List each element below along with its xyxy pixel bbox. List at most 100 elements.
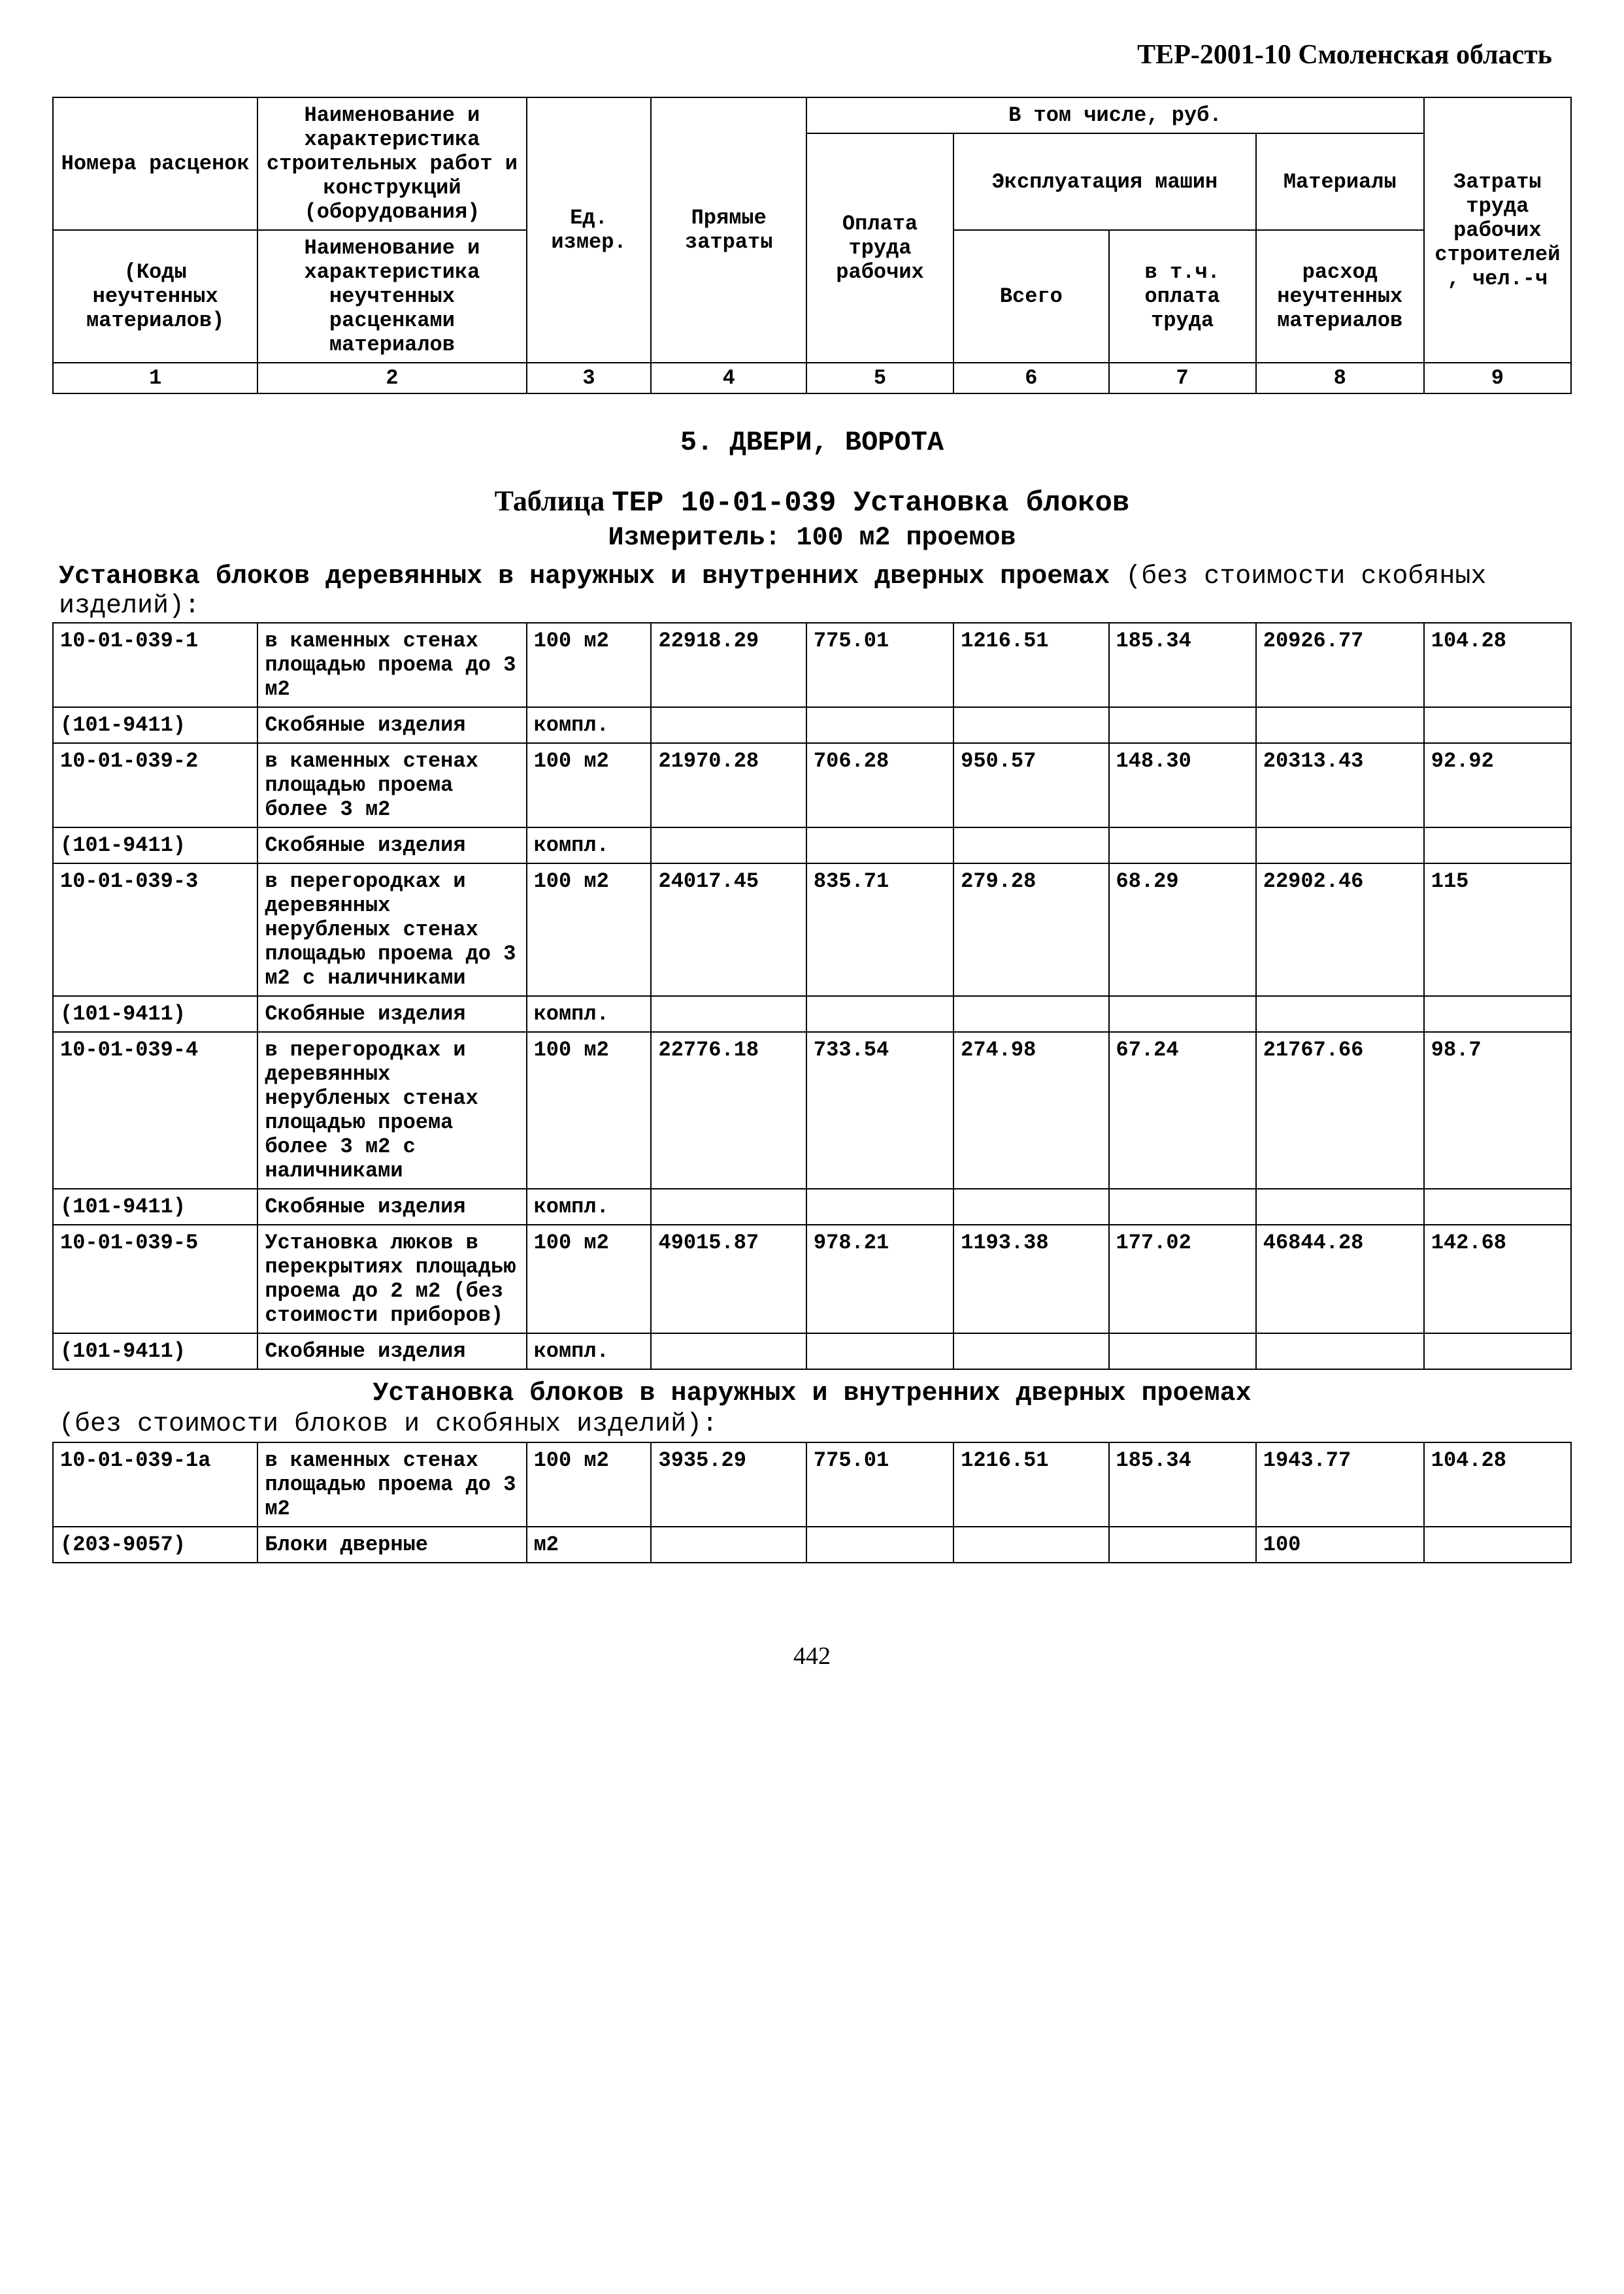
table-cell (806, 1333, 953, 1369)
table-cell: 21970.28 (651, 743, 806, 827)
preamble-1-bold: Установка блоков деревянных в наружных и… (59, 562, 1110, 591)
table-cell (953, 827, 1108, 863)
table-cell: Установка люков в перекрытиях площадью п… (257, 1225, 526, 1333)
table-cell: 100 м2 (527, 1225, 652, 1333)
table-cell: в перегородках и деревянных нерубленых с… (257, 1032, 526, 1189)
table-cell (953, 996, 1108, 1032)
table-cell: 100 м2 (527, 863, 652, 996)
table-cell: 98.7 (1424, 1032, 1571, 1189)
table-cell (953, 707, 1108, 743)
table-row: (101-9411)Скобяные изделиякомпл. (53, 707, 1571, 743)
table-cell: Скобяные изделия (257, 707, 526, 743)
table-cell (806, 1189, 953, 1225)
table-row: 10-01-039-4в перегородках и деревянных н… (53, 1032, 1571, 1189)
hdr-codes-desc: Наименование и характеристика неучтенных… (257, 230, 526, 363)
section-title: 5. ДВЕРИ, ВОРОТА (52, 427, 1572, 458)
table-cell: 100 м2 (527, 1032, 652, 1189)
table-cell: 100 м2 (527, 743, 652, 827)
table-cell: Скобяные изделия (257, 1189, 526, 1225)
table-row: 10-01-039-5Установка люков в перекрытиях… (53, 1225, 1571, 1333)
table-cell (806, 996, 953, 1032)
table-row: (101-9411)Скобяные изделиякомпл. (53, 1189, 1571, 1225)
table-cell: Блоки дверные (257, 1527, 526, 1563)
table-cell: 104.28 (1424, 1442, 1571, 1527)
table-cell: (203-9057) (53, 1527, 257, 1563)
table-row: (101-9411)Скобяные изделиякомпл. (53, 827, 1571, 863)
table-title-prefix: Таблица (495, 485, 605, 517)
table-row: 10-01-039-1ав каменных стенах площадью п… (53, 1442, 1571, 1527)
table-cell: 100 м2 (527, 623, 652, 707)
table-title-code: ТЕР 10-01-039 Установка блоков (612, 487, 1129, 520)
table-cell: 775.01 (806, 1442, 953, 1527)
table-cell: 950.57 (953, 743, 1108, 827)
table-cell (1109, 827, 1256, 863)
page-header: ТЕР-2001-10 Смоленская область (52, 39, 1572, 71)
col-num: 8 (1256, 363, 1424, 393)
table-cell (1109, 996, 1256, 1032)
table-cell: компл. (527, 1189, 652, 1225)
col-num: 5 (806, 363, 953, 393)
col-num: 7 (1109, 363, 1256, 393)
table-cell (953, 1189, 1108, 1225)
table-cell (806, 1527, 953, 1563)
table-cell: (101-9411) (53, 827, 257, 863)
table-cell: Скобяные изделия (257, 996, 526, 1032)
table-cell: м2 (527, 1527, 652, 1563)
table-cell: в каменных стенах площадью проема до 3 м… (257, 623, 526, 707)
measure-line: Измеритель: 100 м2 проемов (52, 524, 1572, 553)
table-cell (953, 1527, 1108, 1563)
hdr-col9: Затраты труда рабочих строителей, чел.-ч (1424, 97, 1571, 363)
preamble-2-rest: (без стоимости блоков и скобяных изделий… (59, 1410, 1565, 1439)
column-header-table: Номера расценок Наименование и характери… (52, 97, 1572, 394)
table-cell: 67.24 (1109, 1032, 1256, 1189)
table-cell (651, 1189, 806, 1225)
col-num: 1 (53, 363, 257, 393)
table-cell (651, 1333, 806, 1369)
table-row: 10-01-039-3в перегородках и деревянных н… (53, 863, 1571, 996)
table-cell (651, 827, 806, 863)
table-cell: 733.54 (806, 1032, 953, 1189)
table-cell: 775.01 (806, 623, 953, 707)
col-num: 6 (953, 363, 1108, 393)
table-cell: (101-9411) (53, 996, 257, 1032)
hdr-col3: Ед. измер. (527, 97, 652, 363)
table-cell: компл. (527, 1333, 652, 1369)
table-cell: 185.34 (1109, 1442, 1256, 1527)
table-cell (1256, 827, 1424, 863)
table-cell: 148.30 (1109, 743, 1256, 827)
table-cell: (101-9411) (53, 1333, 257, 1369)
table-cell: 68.29 (1109, 863, 1256, 996)
hdr-col4: Прямые затраты (651, 97, 806, 363)
hdr-col2: Наименование и характеристика строительн… (257, 97, 526, 230)
table-cell (651, 707, 806, 743)
table-cell: 10-01-039-2 (53, 743, 257, 827)
table-cell: 22918.29 (651, 623, 806, 707)
table-cell: в каменных стенах площадью проема более … (257, 743, 526, 827)
table-cell: 835.71 (806, 863, 953, 996)
table-cell (1424, 827, 1571, 863)
table-row: (101-9411)Скобяные изделиякомпл. (53, 996, 1571, 1032)
table-cell: 92.92 (1424, 743, 1571, 827)
table-cell: 177.02 (1109, 1225, 1256, 1333)
table-cell: 100 м2 (527, 1442, 652, 1527)
table-cell (1109, 1527, 1256, 1563)
table-cell (953, 1333, 1108, 1369)
table-cell: 185.34 (1109, 623, 1256, 707)
preamble-2-bold: Установка блоков в наружных и внутренних… (59, 1379, 1565, 1408)
table-cell: 20926.77 (1256, 623, 1424, 707)
hdr-sub6: Всего (953, 230, 1108, 363)
table-cell: 24017.45 (651, 863, 806, 996)
table-cell: 22776.18 (651, 1032, 806, 1189)
table-cell: 100 (1256, 1527, 1424, 1563)
table-cell: Скобяные изделия (257, 1333, 526, 1369)
table-cell: 1216.51 (953, 623, 1108, 707)
table-row: (101-9411)Скобяные изделиякомпл. (53, 1333, 1571, 1369)
table-cell (1256, 996, 1424, 1032)
table-row: (203-9057)Блоки дверныем2 100 (53, 1527, 1571, 1563)
table-cell: 978.21 (806, 1225, 953, 1333)
col-num: 9 (1424, 363, 1571, 393)
col-num: 4 (651, 363, 806, 393)
table-cell: Скобяные изделия (257, 827, 526, 863)
table-cell: (101-9411) (53, 707, 257, 743)
table-cell (1256, 1333, 1424, 1369)
